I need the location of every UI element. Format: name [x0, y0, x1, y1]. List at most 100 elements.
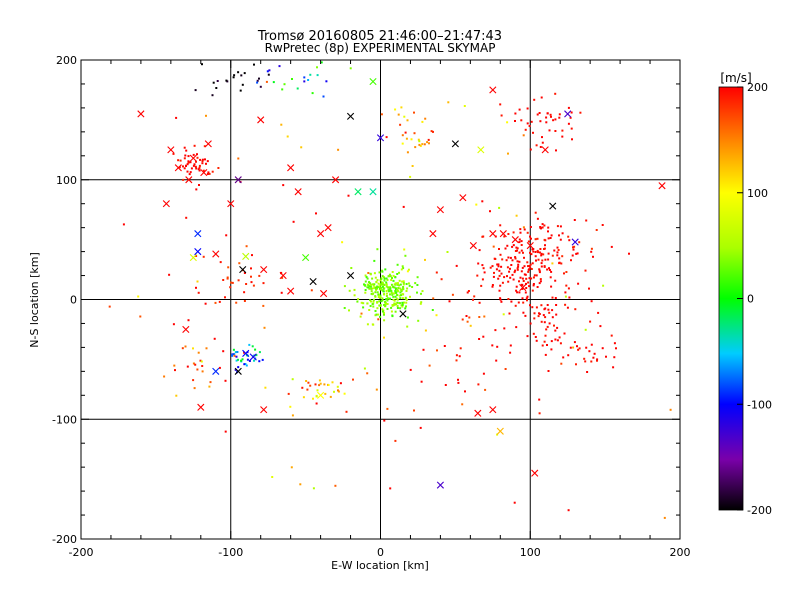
data-point	[468, 316, 471, 319]
data-point	[519, 276, 522, 279]
data-point	[192, 347, 194, 350]
data-point	[473, 295, 476, 298]
y-axis-label: N-S location [km]	[28, 252, 41, 348]
data-point	[337, 389, 339, 392]
data-point	[405, 305, 407, 308]
x-tick-label: 200	[670, 546, 691, 559]
data-point	[531, 306, 534, 309]
data-point	[403, 248, 406, 251]
data-point	[405, 301, 408, 304]
data-point	[534, 238, 537, 241]
data-point	[387, 286, 389, 289]
data-point	[235, 355, 238, 358]
data-point	[393, 302, 396, 305]
data-point	[395, 291, 398, 294]
data-point	[211, 94, 214, 97]
data-point	[389, 487, 392, 490]
data-point	[527, 265, 529, 268]
data-point	[528, 285, 531, 288]
data-point	[398, 294, 401, 297]
data-point	[240, 359, 243, 362]
data-point	[539, 278, 542, 281]
data-point	[420, 292, 422, 295]
data-point	[231, 281, 234, 284]
data-point	[517, 263, 520, 266]
data-point	[517, 301, 520, 304]
data-point	[366, 302, 369, 305]
data-point	[599, 325, 602, 328]
cross-marker	[137, 110, 145, 118]
data-point	[550, 340, 553, 343]
data-point	[380, 278, 383, 281]
data-point	[254, 348, 257, 351]
data-point	[329, 395, 332, 398]
data-point	[193, 387, 196, 390]
data-point	[540, 252, 543, 255]
data-point	[585, 219, 588, 222]
data-point	[258, 351, 261, 354]
data-point	[383, 293, 386, 296]
data-point	[195, 286, 197, 289]
cross-marker	[474, 409, 482, 417]
data-point	[184, 345, 187, 348]
grid-lines	[81, 60, 680, 539]
data-point	[421, 143, 424, 146]
data-point	[563, 272, 565, 275]
data-point	[381, 283, 384, 286]
data-point	[564, 295, 567, 298]
data-point	[251, 345, 254, 348]
data-point	[385, 290, 388, 292]
data-point	[430, 130, 433, 133]
data-point	[530, 253, 533, 256]
data-point	[378, 295, 381, 298]
data-point	[592, 356, 595, 359]
data-point	[224, 379, 227, 382]
data-point	[368, 281, 370, 284]
data-point	[236, 351, 239, 353]
data-point	[302, 396, 305, 399]
data-point	[567, 509, 570, 512]
data-point	[139, 315, 142, 318]
data-point	[483, 271, 486, 274]
data-point	[516, 267, 519, 270]
data-point	[198, 169, 201, 172]
data-point	[413, 132, 416, 135]
data-point	[561, 255, 564, 258]
data-point	[401, 280, 404, 283]
data-point	[541, 226, 544, 229]
data-point	[567, 287, 570, 290]
data-point	[226, 276, 229, 279]
data-point	[513, 501, 516, 504]
data-point	[407, 282, 410, 285]
data-point	[564, 303, 567, 306]
data-point	[420, 301, 423, 304]
data-point	[379, 305, 382, 307]
data-point	[446, 251, 449, 253]
data-point	[559, 342, 562, 345]
data-point	[296, 87, 299, 90]
data-point	[538, 412, 541, 415]
data-point	[500, 272, 503, 275]
data-point	[516, 268, 519, 271]
data-point	[427, 138, 430, 141]
data-point	[369, 285, 372, 288]
data-point	[421, 290, 424, 293]
data-point	[199, 158, 202, 161]
data-point	[507, 280, 510, 283]
data-point	[663, 516, 666, 519]
cross-marker	[436, 206, 444, 214]
data-point	[239, 89, 242, 92]
data-point	[570, 259, 572, 262]
data-point	[392, 292, 395, 295]
data-point	[520, 270, 523, 273]
data-point	[404, 254, 407, 257]
data-point	[507, 233, 510, 235]
data-point	[237, 71, 240, 74]
data-point	[401, 301, 404, 304]
data-point	[374, 310, 377, 312]
data-point	[368, 309, 371, 311]
data-point	[534, 336, 537, 338]
data-point	[409, 175, 412, 178]
data-point	[258, 77, 260, 80]
data-point	[509, 351, 512, 354]
